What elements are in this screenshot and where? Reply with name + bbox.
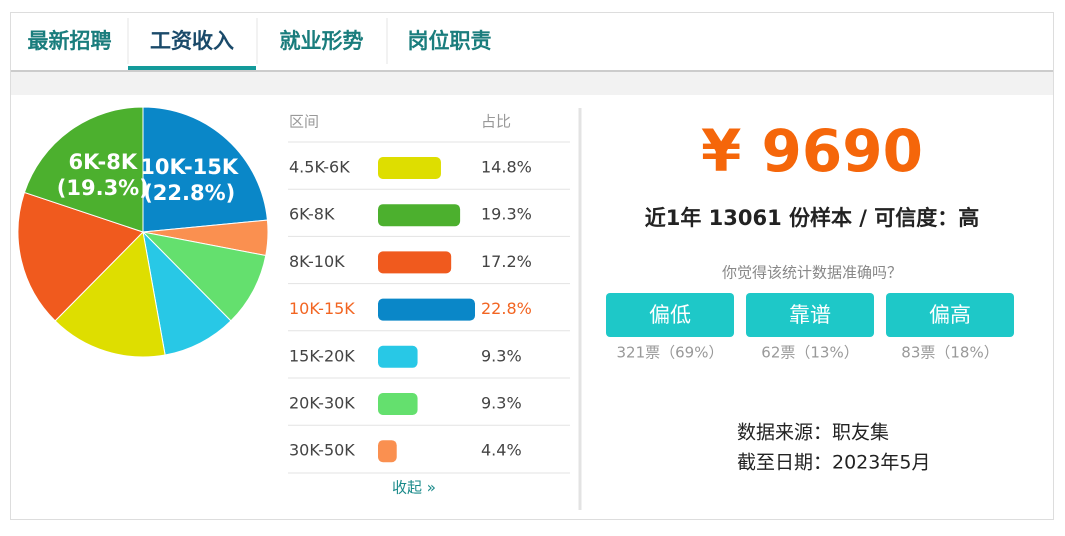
vote-button-label[interactable]: 偏低 bbox=[649, 303, 691, 327]
vote-button[interactable] bbox=[886, 293, 1014, 337]
slice-label: (22.8%) bbox=[143, 181, 235, 205]
range-label: 8K-10K bbox=[289, 252, 345, 271]
tab-band bbox=[11, 72, 1053, 95]
vote-button-label[interactable]: 靠谱 bbox=[789, 303, 831, 327]
share-label: 14.8% bbox=[481, 158, 532, 177]
feedback-question: 你觉得该统计数据准确吗？ bbox=[722, 264, 902, 282]
range-label: 4.5K-6K bbox=[289, 158, 350, 177]
share-bar bbox=[378, 393, 418, 415]
salary: ¥ 9690 bbox=[701, 117, 923, 185]
pie-slice bbox=[141, 231, 267, 322]
share-label: 22.8% bbox=[481, 299, 532, 318]
vote-button-label[interactable]: 偏高 bbox=[929, 303, 971, 327]
slice-label: 6K-8K bbox=[68, 150, 137, 174]
range-label: 15K-20K bbox=[289, 346, 355, 365]
share-bar bbox=[378, 440, 397, 463]
pie-slice bbox=[17, 191, 144, 322]
range-label: 10K-15K bbox=[289, 299, 355, 318]
table-header: 区间 bbox=[289, 113, 319, 131]
pie-slice bbox=[54, 230, 166, 358]
table-header: 占比 bbox=[481, 113, 511, 131]
tab[interactable]: 工资收入 bbox=[150, 29, 234, 53]
tab[interactable]: 最新招聘 bbox=[28, 29, 112, 53]
share-bar bbox=[378, 251, 452, 274]
share-label: 19.3% bbox=[481, 205, 532, 224]
pie-slice bbox=[23, 106, 144, 233]
date: 截至日期：2023年5月 bbox=[737, 452, 930, 474]
share-bar bbox=[378, 298, 475, 321]
pie-slice bbox=[142, 230, 232, 356]
tab[interactable]: 就业形势 bbox=[280, 29, 364, 53]
range-label: 30K-50K bbox=[289, 441, 355, 460]
range-label: 20K-30K bbox=[289, 394, 355, 413]
salary-summary: 近1年 13061 份样本 / 可信度：高 bbox=[645, 206, 980, 230]
vote-button[interactable] bbox=[746, 293, 874, 337]
share-label: 9.3% bbox=[481, 394, 522, 413]
vote-count: 321票（69%） bbox=[617, 344, 724, 362]
vote-count: 62票（13%） bbox=[761, 344, 858, 362]
tab[interactable]: 岗位职责 bbox=[408, 29, 492, 53]
share-bar bbox=[378, 157, 441, 179]
share-bar bbox=[378, 345, 418, 368]
collapse-link[interactable]: 收起 » bbox=[392, 479, 436, 497]
source: 数据来源：职友集 bbox=[737, 422, 889, 444]
pie-slice bbox=[142, 106, 268, 233]
slice-label: (19.3%) bbox=[57, 176, 149, 200]
slice-label: 10K-15K bbox=[140, 155, 239, 179]
tab-underline bbox=[128, 66, 256, 70]
range-label: 6K-8K bbox=[289, 205, 335, 224]
share-label: 17.2% bbox=[481, 252, 532, 271]
vote-count: 83票（18%） bbox=[901, 344, 998, 362]
share-label: 4.4% bbox=[481, 441, 522, 460]
share-bar bbox=[378, 204, 461, 227]
vote-button[interactable] bbox=[606, 293, 734, 337]
share-label: 9.3% bbox=[481, 346, 522, 365]
